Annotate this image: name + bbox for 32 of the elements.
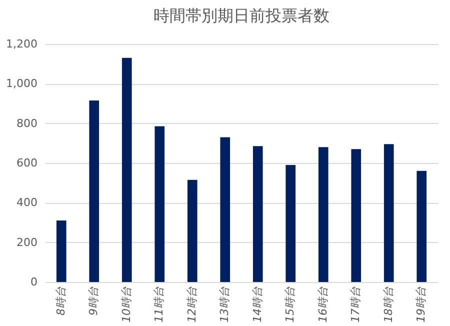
bar [416, 170, 427, 282]
bar [187, 180, 198, 282]
y-tick-label: 0 [30, 276, 38, 288]
bar [220, 137, 230, 282]
y-tick-label: 1,000 [6, 77, 38, 90]
bar [318, 147, 328, 282]
x-tick-label: 12時台 [185, 286, 198, 322]
bar [252, 146, 263, 282]
x-tick-label: 11時台 [152, 286, 166, 322]
x-tick-label: 15時台 [284, 286, 297, 322]
x-tick-label: 10時台 [120, 286, 133, 322]
x-tick-label: 8時台 [54, 286, 68, 316]
bar [154, 126, 165, 282]
bar [351, 149, 362, 282]
y-tick-label: 1,200 [6, 38, 38, 50]
y-tick-label: 600 [16, 156, 38, 170]
x-tick-label: 19時台 [414, 286, 428, 322]
bar [286, 164, 296, 282]
x-tick-label: 17時台 [349, 286, 362, 322]
bar [384, 144, 394, 282]
y-tick-label: 200 [16, 236, 38, 249]
bar [56, 220, 66, 282]
x-tick-label: 14時台 [250, 286, 264, 322]
x-tick-label: 9時台 [87, 286, 100, 316]
x-tick-label: 16時台 [316, 286, 330, 322]
y-tick-label: 800 [16, 116, 38, 130]
bar [89, 100, 100, 282]
x-tick-label: 13時台 [218, 286, 232, 322]
y-tick-label: 400 [16, 196, 38, 210]
chart-title: 時間帯別期日前投票者数 [154, 6, 330, 25]
bar [122, 58, 132, 282]
x-tick-label: 18時台 [382, 286, 395, 322]
